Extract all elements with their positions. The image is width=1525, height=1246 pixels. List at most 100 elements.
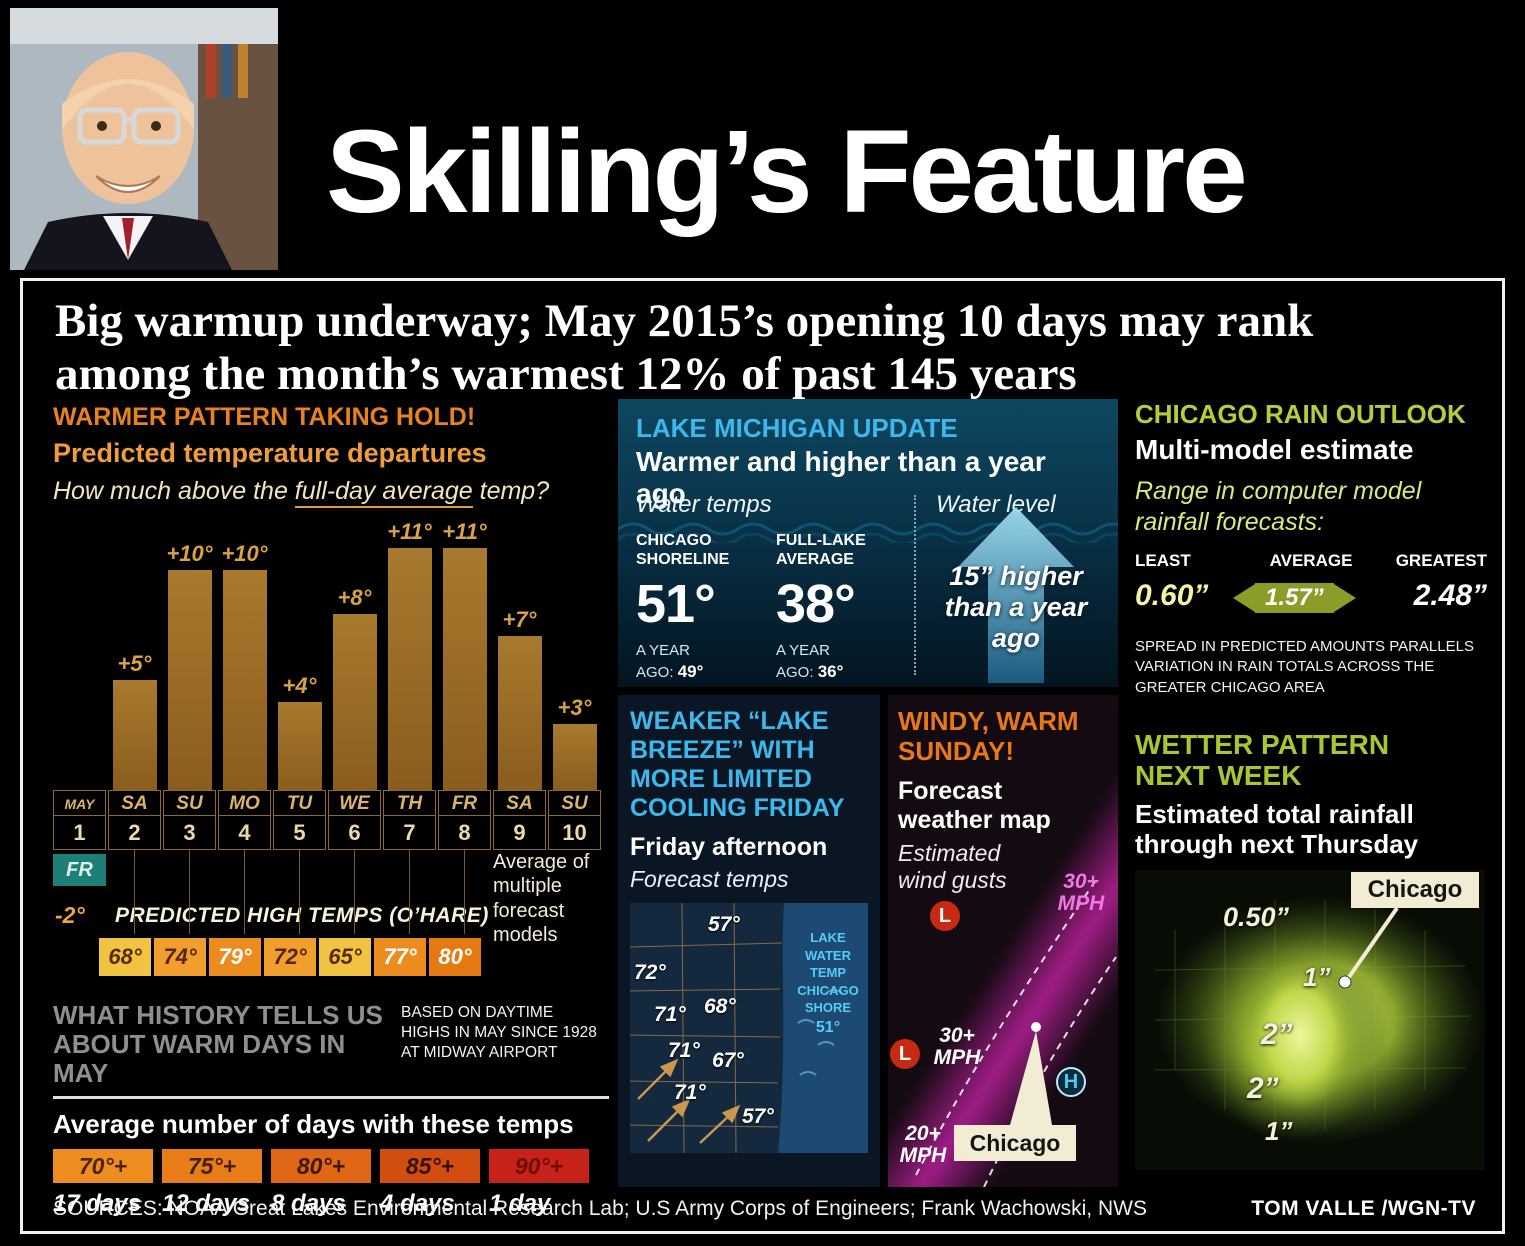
predicted-high-temps-label: PREDICTED HIGH TEMPS (O’HARE) [115, 904, 489, 927]
tick-line [354, 850, 355, 934]
lake-water-temp-label: LAKE WATER TEMP CHICAGO SHORE 51° [790, 929, 866, 1038]
bar-wrap: +7° [493, 518, 546, 790]
date-label: 4 [218, 816, 271, 850]
rainfall-map: 0.50” 1” 2” 2” 1” Chicago [1135, 869, 1485, 1170]
map-temp-label: 68° [704, 995, 736, 1018]
masthead: Skilling’s Feature [0, 0, 1525, 278]
bar-wrap: +10° [218, 518, 271, 790]
day-label: WE [328, 790, 381, 816]
temp-threshold-box: 90°+ [489, 1149, 589, 1184]
average-value: 1.57” [1255, 583, 1334, 613]
rain-title: CHICAGO RAIN OUTLOOK [1135, 399, 1466, 429]
temp-threshold-box: 70°+ [53, 1149, 153, 1184]
high-temp-box: 65° [319, 938, 371, 976]
bar-value-label: +11° [442, 519, 487, 544]
windy-title: WINDY, WARM SUNDAY! [898, 706, 1108, 767]
up-arrow-icon [958, 507, 1074, 683]
question-underlined: full-day average [294, 477, 473, 508]
negative-day-box: FR [53, 854, 106, 886]
high-temp-box: 68° [99, 938, 151, 976]
windy-subtitle2: Estimated wind gusts [898, 840, 1007, 893]
dotted-divider [914, 495, 916, 675]
map-temp-label: 67° [712, 1049, 744, 1072]
fulllake-temp: 38° [776, 574, 856, 635]
bar-value-label: +5° [117, 651, 152, 676]
fulllake-year-ago: A YEAR AGO: 36° [776, 641, 868, 683]
history-panel: WHAT HISTORY TELLS US ABOUT WARM DAYS IN… [53, 1000, 609, 1218]
rain-outlook-panel: CHICAGO RAIN OUTLOOK Multi-model estimat… [1135, 399, 1487, 698]
fulllake-name: FULL-LAKE AVERAGE [776, 532, 866, 569]
temp-threshold-box: 80°+ [271, 1149, 371, 1184]
windy-title-line: WINDY, WARM [898, 706, 1079, 736]
breeze-title-line: BREEZE” WITH [630, 736, 815, 764]
tick-line [189, 850, 190, 934]
map-temp-label: 57° [708, 913, 740, 936]
chicago-callout: Chicago [1351, 871, 1479, 908]
day-label: SA [108, 790, 161, 816]
history-items-row: 70°+ 17 days 75°+ 12 days 80°+ 8 days 85°+ 4 da… [53, 1149, 609, 1218]
tick-line [134, 850, 135, 934]
day-label: TH [383, 790, 436, 816]
map-temp-label: 71° [668, 1039, 700, 1062]
departure-bar [552, 724, 597, 790]
tick-line [244, 850, 245, 934]
gust-label-mid: 30+ MPH [933, 1024, 981, 1070]
days-count: 4 days [380, 1190, 455, 1218]
day-label: SU [163, 790, 216, 816]
high-temp-box: 79° [209, 938, 261, 976]
wetter-title: WETTER PATTERN NEXT WEEK [1135, 729, 1487, 792]
rainfall-amount: 1” [1303, 961, 1331, 992]
middle-section: LAKE MICHIGAN UPDATE Warmer and higher t… [618, 399, 1118, 1195]
shoreline-name: CHICAGO SHORELINE [636, 532, 730, 569]
high-temp-box: 74° [154, 938, 206, 976]
rain-range-graphic: LEAST AVERAGE GREATEST 0.60” 1.57” 2.48” [1135, 551, 1487, 623]
windy-subtitle: Forecast weather map [898, 776, 1051, 834]
day-label: SU [548, 790, 601, 816]
bar-value-label: +10° [166, 541, 213, 566]
date-label: 10 [548, 816, 601, 850]
lake-subtitle: Warmer and higher than a year ago [636, 446, 1046, 509]
map-temp-label: 72° [634, 961, 666, 984]
chart-column: +10° MO 4 [218, 518, 271, 850]
shoreline-temp-block: CHICAGO SHORELINE 51° A YEAR AGO: 49° [636, 531, 766, 683]
arrow-right-icon [1333, 584, 1356, 612]
level-line3: ago [991, 623, 1040, 654]
rainfall-amount: 0.50” [1223, 901, 1290, 932]
days-count: 12 days [162, 1190, 251, 1218]
departure-bar [222, 570, 267, 790]
breeze-subtitle: Friday afternoon [630, 833, 828, 861]
bar-value-label: +10° [221, 541, 268, 566]
departure-bar [442, 548, 487, 790]
history-item: 90°+ 1 day [489, 1149, 589, 1218]
date-label: 7 [383, 816, 436, 850]
headline-line2: among the month’s warmest 12% of past 14… [55, 348, 1077, 401]
ago-value: 36° [817, 661, 844, 681]
headline: Big warmup underway; May 2015’s opening … [55, 295, 1313, 401]
day-label: SA [493, 790, 546, 816]
wetter-subtitle-line: Estimated total rainfall [1135, 798, 1414, 829]
mid-bottom-panels: WEAKER “LAKE BREEZE” WITH MORE LIMITED C… [618, 695, 1118, 1187]
predicted-high-temps-row: 68° 74° 79° 72° 65° 77° 80° [99, 938, 481, 976]
rainfall-amount: 2” [1247, 1071, 1279, 1105]
gust-label-low: 20+ MPH [899, 1122, 947, 1168]
high-temp-box: 77° [374, 938, 426, 976]
history-title-line2: ABOUT WARM DAYS IN MAY [53, 1029, 346, 1089]
chart-column: MAY 1 [53, 518, 106, 850]
shoreline-year-ago: A YEAR AGO: 49° [636, 641, 728, 683]
bar-wrap: +11° [438, 518, 491, 790]
temp-threshold-box: 85°+ [380, 1149, 480, 1184]
low-pressure-marker: L [930, 901, 960, 931]
rain-note: SPREAD IN PREDICTED AMOUNTS PARALLELS VA… [1135, 638, 1474, 696]
bar-value-label: +11° [387, 519, 432, 544]
page-title: Skilling’s Feature [326, 106, 1248, 238]
tick-line [299, 850, 300, 934]
headline-line1: Big warmup underway; May 2015’s opening … [55, 295, 1314, 347]
bar-value-label: +3° [557, 695, 592, 720]
sources-line: SOURCES: NOAA Great Lakes Environmental … [53, 1197, 1147, 1220]
history-note: BASED ON DAYTIME HIGHS IN MAY SINCE 1928… [401, 1004, 597, 1062]
wetter-subtitle: Estimated total rainfall through next Th… [1135, 798, 1487, 860]
lake-title: LAKE MICHIGAN UPDATE [636, 413, 958, 443]
lake-label-temp: 51° [815, 1018, 841, 1036]
bar-wrap: +11° [383, 518, 436, 790]
